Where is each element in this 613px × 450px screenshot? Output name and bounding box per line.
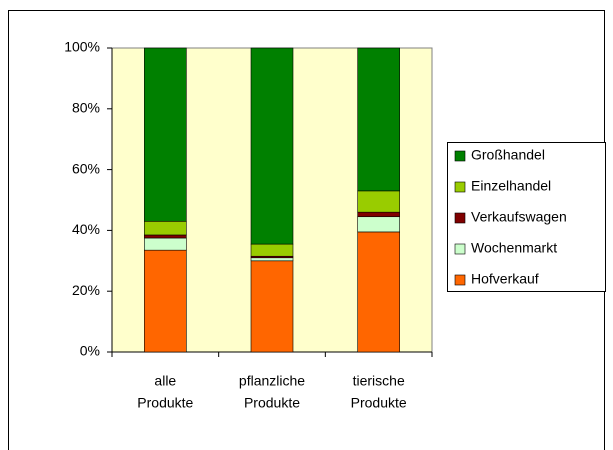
legend-swatch	[454, 212, 466, 224]
legend-swatch	[454, 181, 466, 193]
bar-segment	[250, 47, 294, 245]
y-tick-label: 100%	[64, 39, 100, 55]
legend-label: Wochenmarkt	[471, 240, 557, 256]
bar-segment	[357, 190, 400, 213]
legend-label: Einzelhandel	[471, 178, 551, 194]
legend-label: Hofverkauf	[471, 271, 539, 287]
y-tick-label: 80%	[72, 100, 100, 116]
legend: Hofverkauf Wochenmarkt Verkaufswagen Einzel…	[447, 142, 606, 292]
bar-segment	[250, 260, 294, 353]
bar-segment	[357, 47, 400, 192]
x-tick-label: pflanzliche	[239, 373, 305, 389]
x-tick-label: Produkte	[244, 395, 300, 411]
legend-box	[447, 142, 606, 292]
legend-swatch	[454, 150, 466, 162]
bar-segment	[144, 249, 187, 353]
bar-segment	[144, 234, 187, 239]
bar-segment	[144, 220, 187, 236]
bar-segment	[357, 231, 400, 353]
y-tick-label: 60%	[72, 160, 100, 176]
bar-segment	[357, 211, 400, 218]
bar-segment	[250, 243, 294, 257]
legend-swatch	[454, 274, 466, 286]
bar-segment	[250, 257, 294, 262]
y-tick-label: 40%	[72, 221, 100, 237]
x-tick-label: Produkte	[137, 395, 193, 411]
bar-segment	[144, 237, 187, 251]
legend-label: Großhandel	[471, 147, 545, 163]
bar-segment	[144, 47, 187, 222]
legend-swatch	[454, 243, 466, 255]
bar-segment	[357, 216, 400, 233]
x-tick-label: alle	[154, 373, 176, 389]
y-tick-label: 0%	[80, 343, 100, 359]
x-tick-label: tierische	[353, 373, 405, 389]
legend-label: Verkaufswagen	[471, 209, 567, 225]
x-tick-label: Produkte	[351, 395, 407, 411]
y-tick-label: 20%	[72, 282, 100, 298]
